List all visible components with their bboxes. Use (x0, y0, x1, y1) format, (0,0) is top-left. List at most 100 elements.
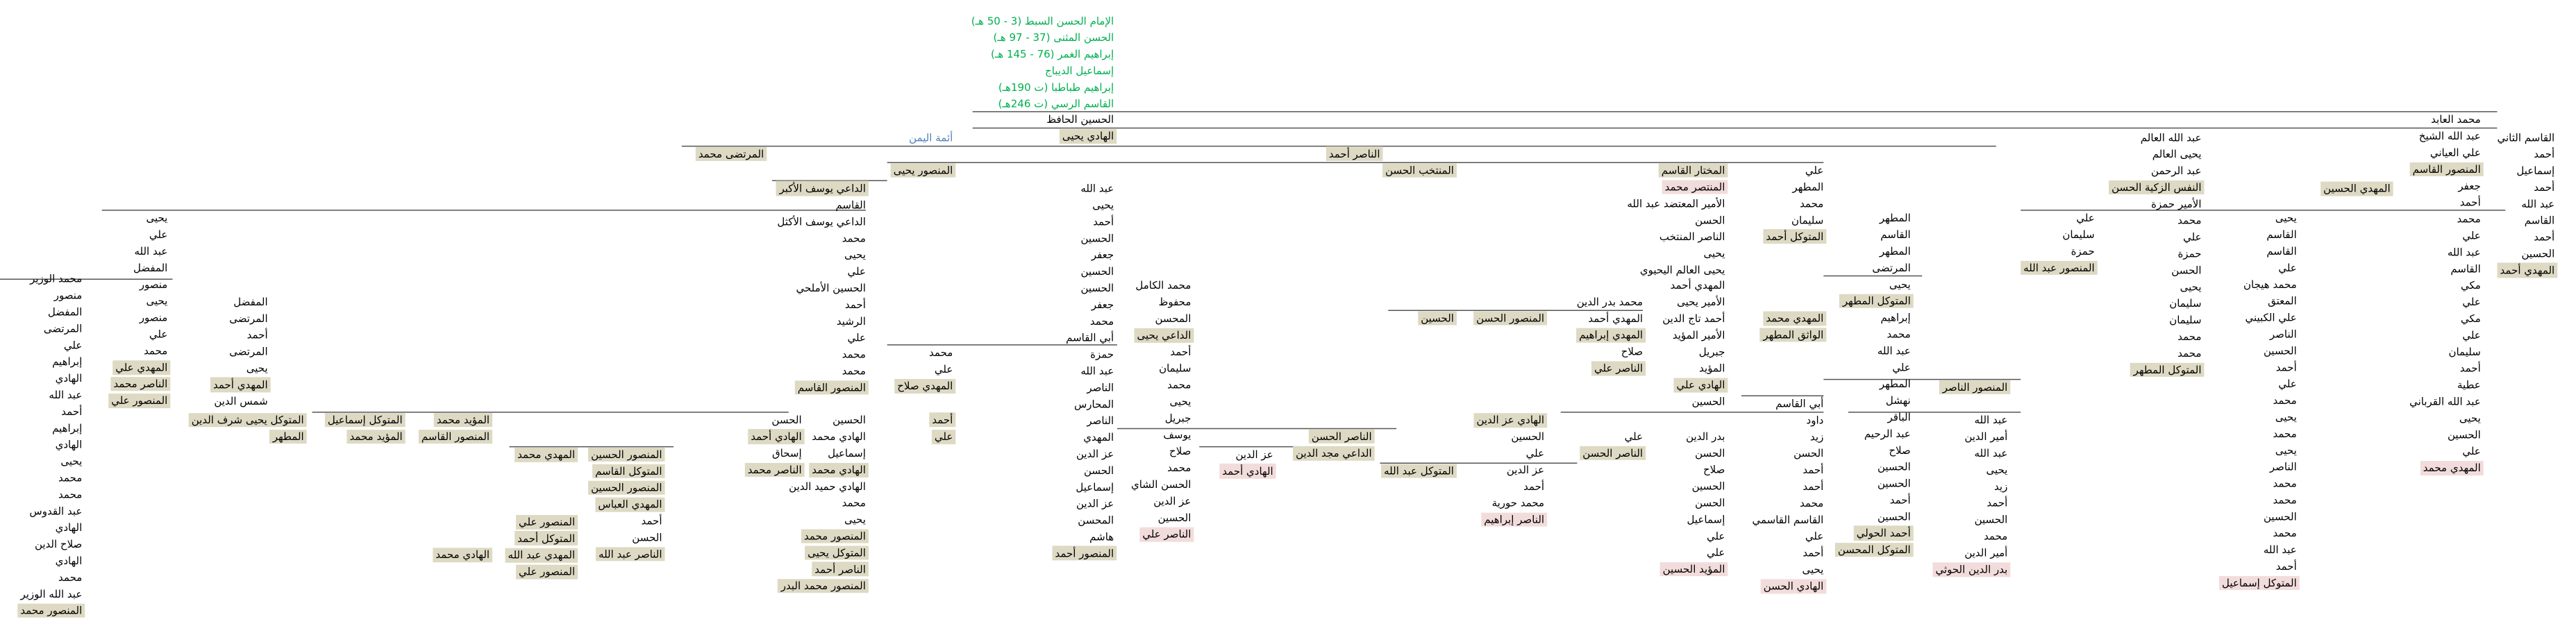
person-name: الناصر الحسن (1312, 430, 1372, 443)
person-name: المهدي محمد (1766, 312, 1823, 326)
person-name: الحسين (1692, 480, 1725, 493)
person-name: سليمان (2169, 297, 2201, 310)
person-name: المنصور علي (519, 566, 575, 579)
person-name: نهشل (1886, 394, 1911, 407)
person-name: محمد (1167, 462, 1191, 474)
person-name: داود (1807, 414, 1824, 426)
person-name: إسماعيل (1687, 513, 1725, 525)
person-name: محمد (58, 488, 82, 500)
person-name: المهدي محمد (517, 448, 575, 462)
lineage-header: إسماعيل الديباج (1045, 65, 1114, 78)
person-name: عز الدين (1236, 448, 1273, 461)
person-name: الحسن (632, 531, 662, 543)
person-name: محمد (2457, 213, 2481, 226)
person-name: الحسن (1695, 496, 1725, 509)
person-name: القاسم (2450, 262, 2480, 275)
person-name: المطهر (1791, 180, 1823, 193)
person-name: الهادي أحمد (751, 430, 801, 444)
person-name: المنصور القاسم (421, 430, 490, 443)
name-highlight (801, 529, 869, 543)
person-name: الناصر إبراهيم (1484, 514, 1544, 526)
name-highlight (1839, 294, 1914, 308)
person-name: أحمد (2534, 230, 2554, 244)
person-name: محمد (2177, 347, 2201, 360)
person-name: الداعي مجد الدين (1296, 447, 1372, 460)
person-name: الناصر (2269, 328, 2297, 340)
person-name: حمزة (2177, 248, 2201, 260)
name-highlight (2130, 362, 2205, 377)
lineage-header: القاسم الرسي (ت 246هـ) (998, 98, 1114, 111)
name-highlight (1473, 413, 1548, 428)
person-name: سليمان (2062, 228, 2094, 241)
person-name: هاشم (1089, 530, 1114, 543)
person-name: عز الدين (1076, 498, 1114, 510)
name-highlight (1052, 546, 1117, 561)
person-name: الأمير حمزة (2151, 197, 2201, 210)
person-name: الناصر (1086, 381, 1114, 394)
person-name: الحسن (1695, 447, 1725, 459)
name-highlight (1939, 380, 2011, 394)
name-highlight (1580, 446, 1646, 460)
person-name: الهادي أحمد (1222, 464, 1273, 478)
person-name: عبد الله (1877, 344, 1911, 357)
person-name: يحيى (844, 514, 866, 526)
person-name: عبد الله (2264, 543, 2297, 556)
person-name: القاسم (835, 199, 865, 211)
name-highlight (1059, 129, 1117, 144)
person-name: الحسن (1793, 447, 1823, 459)
name-highlight (2021, 260, 2098, 275)
name-highlight (110, 377, 171, 391)
name-highlight (324, 413, 405, 428)
person-name: المنصور علي (519, 516, 575, 529)
person-name: علي (2462, 445, 2480, 458)
person-name: علي (2278, 378, 2296, 391)
person-name: المفضل (48, 306, 82, 319)
person-name: علي (2183, 231, 2201, 244)
person-name: الحسن (771, 414, 801, 426)
person-name: علي (935, 430, 953, 444)
person-name: المنصور الحسين (591, 482, 662, 494)
person-name: أحمد (1890, 493, 1911, 506)
person-name: الناصر عبد الله (599, 548, 662, 560)
person-name: محمد (1800, 197, 1823, 210)
person-name: الهادي (56, 439, 83, 452)
name-highlight (188, 413, 307, 428)
person-name: المؤيد محمد (437, 414, 490, 426)
name-highlight (1763, 311, 1827, 326)
person-name: المهدي الحسين (2323, 183, 2390, 196)
person-name: أبي القاسم (1066, 331, 1114, 345)
name-highlight (748, 429, 805, 445)
person-name: أحمد (1523, 480, 1544, 493)
person-name: زيد (1994, 480, 2007, 493)
person-name: الناصر (2269, 461, 2297, 473)
person-name: محمد (1984, 530, 2007, 542)
person-name: القاسم (1880, 228, 1910, 241)
person-name: القاسم (2525, 214, 2554, 227)
name-highlight (794, 380, 869, 395)
person-name: يحيى (1986, 464, 2007, 476)
person-name: علي (149, 328, 167, 341)
person-name: بدر الدين الحوثي (1935, 563, 2007, 576)
name-highlight (1325, 146, 1383, 161)
name-highlight (516, 514, 578, 530)
person-name: محمد (2177, 214, 2201, 227)
person-name: المهدي (1083, 431, 1114, 444)
person-name: الحسين (1158, 512, 1191, 524)
person-name: يحيى (2180, 280, 2202, 293)
name-highlight (515, 447, 578, 462)
person-name: الهادي محمد (812, 464, 866, 477)
person-name: جعفر (2457, 180, 2480, 192)
person-name: إبراهيم (1881, 312, 1911, 324)
person-name: المهدي أحمد (2500, 263, 2555, 277)
name-highlight (505, 548, 578, 563)
person-name: محمد الوزير (29, 273, 82, 285)
person-name: أحمد (2460, 196, 2481, 209)
person-name: عبد الرحمن (2151, 165, 2202, 177)
person-name: المرتضى (229, 312, 267, 325)
name-highlight (1853, 525, 1914, 541)
person-name: المتوكل أحمد (517, 532, 575, 545)
person-name: المرتضى (44, 322, 82, 335)
person-name: أبي القاسم (1775, 397, 1823, 411)
person-name: محمد بدر الدين (1577, 296, 1643, 308)
name-highlight (1659, 562, 1728, 577)
